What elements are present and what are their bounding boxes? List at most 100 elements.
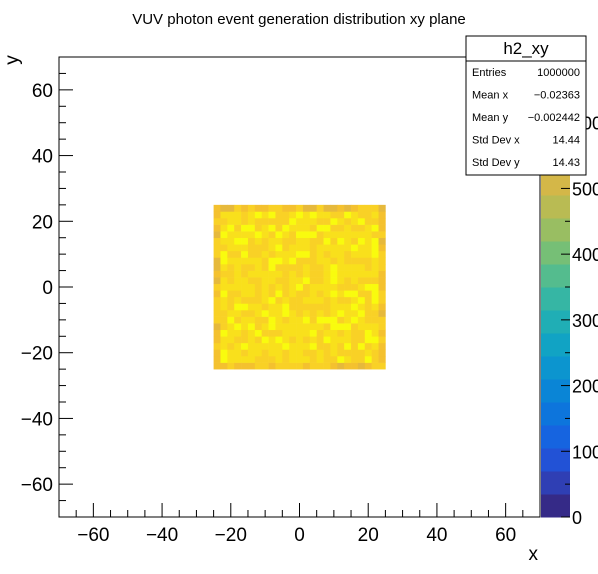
heatmap-cell — [241, 336, 249, 344]
heatmap-cell — [213, 342, 221, 350]
heatmap-cell — [275, 310, 283, 317]
heatmap-cell — [268, 310, 276, 317]
heatmap-cell — [282, 349, 290, 357]
heatmap-cell — [268, 342, 276, 350]
y-axis: −60 −40 −20 0 20 40 60 — [21, 56, 73, 518]
heatmap-cell — [213, 211, 221, 219]
heatmap-cell — [275, 250, 283, 258]
heatmap-cell — [241, 329, 249, 337]
heatmap-cell — [371, 283, 379, 291]
heatmap-cell — [241, 237, 249, 245]
heatmap-cell — [371, 244, 379, 252]
heatmap-cell — [289, 257, 297, 265]
heatmap-cell — [289, 277, 297, 285]
heatmap-cell — [247, 224, 256, 232]
heatmap-cell — [289, 290, 297, 298]
heatmap-cell — [357, 257, 366, 265]
heatmap-cell — [302, 290, 311, 298]
heatmap-cell — [213, 310, 221, 317]
heatmap-cell — [337, 277, 345, 285]
heatmap-cell — [309, 329, 317, 337]
heatmap-cell — [247, 257, 256, 265]
heatmap-cell — [254, 257, 263, 265]
heatmap-cell — [234, 257, 242, 265]
heatmap-cell — [227, 257, 235, 265]
heatmap-cell — [351, 329, 359, 337]
heatmap-cell — [364, 237, 372, 245]
heatmap-cell — [268, 356, 276, 363]
heatmap-cell — [289, 310, 297, 317]
heatmap-cell — [309, 204, 317, 212]
heatmap-cell — [378, 303, 386, 311]
y-tick-label: −20 — [21, 344, 53, 365]
heatmap-cell — [357, 250, 366, 258]
heatmap-cell — [316, 204, 324, 212]
heatmap-cell — [378, 283, 386, 291]
heatmap-cell — [254, 218, 263, 225]
heatmap-cell — [344, 231, 352, 239]
heatmap-cell — [220, 290, 228, 298]
heatmap-cell — [351, 336, 359, 344]
heatmap-cell — [364, 211, 372, 219]
heatmap-cell — [378, 250, 386, 258]
heatmap-cell — [344, 303, 352, 311]
heatmap-cell — [220, 316, 228, 324]
heatmap-cell — [268, 323, 276, 331]
heatmap-cell — [309, 231, 317, 239]
heatmap-cell — [337, 237, 345, 245]
heatmap-cell — [323, 218, 331, 225]
heatmap-cell — [241, 342, 249, 350]
heatmap-cell — [241, 204, 249, 212]
heatmap-cell — [330, 250, 338, 258]
heatmap-cell — [351, 362, 359, 370]
heatmap-cell — [323, 237, 331, 245]
heatmap-cell — [289, 224, 297, 232]
heatmap-cell — [371, 257, 379, 265]
heatmap-cell — [302, 264, 311, 271]
heatmap-cell — [282, 290, 290, 298]
heatmap-cell — [234, 310, 242, 317]
heatmap-cell — [344, 257, 352, 265]
heatmap-cell — [378, 316, 386, 324]
heatmap-cell — [351, 356, 359, 363]
heatmap-cell — [357, 211, 366, 219]
heatmap-cell — [371, 296, 379, 304]
heatmap-cell — [309, 316, 317, 324]
heatmap-cell — [289, 270, 297, 278]
heatmap-cell — [378, 310, 386, 317]
heatmap-cell — [337, 283, 345, 291]
heatmap-cell — [296, 356, 304, 363]
heatmap-cell — [234, 244, 242, 252]
heatmap-cell — [282, 257, 290, 265]
heatmap-cell — [261, 270, 269, 278]
heatmap-cell — [227, 270, 235, 278]
heatmap-cell — [268, 257, 276, 265]
heatmap-cell — [351, 224, 359, 232]
heatmap-cell — [323, 342, 331, 350]
heatmap-cell — [344, 211, 352, 219]
heatmap-cell — [302, 356, 311, 363]
heatmap-cell — [213, 237, 221, 245]
heatmap-cell — [378, 231, 386, 239]
heatmap-cell — [241, 264, 249, 271]
heatmap-cell — [351, 250, 359, 258]
heatmap-cell — [234, 231, 242, 239]
heatmap-cell — [213, 349, 221, 357]
heatmap-cell — [344, 218, 352, 225]
heatmap-cell — [316, 257, 324, 265]
heatmap-cell — [351, 218, 359, 225]
heatmap-cell — [344, 349, 352, 357]
heatmap-cell — [247, 283, 256, 291]
heatmap-cell — [241, 231, 249, 239]
heatmap-cell — [357, 244, 366, 252]
color-scale-band — [541, 356, 570, 380]
heatmap-cell — [316, 224, 324, 232]
heatmap-cell — [309, 257, 317, 265]
heatmap-cell — [227, 211, 235, 219]
heatmap-cell — [337, 303, 345, 311]
heatmap-cell — [227, 349, 235, 357]
heatmap-cell — [275, 336, 283, 344]
heatmap-cells — [213, 204, 386, 370]
heatmap-cell — [247, 329, 256, 337]
